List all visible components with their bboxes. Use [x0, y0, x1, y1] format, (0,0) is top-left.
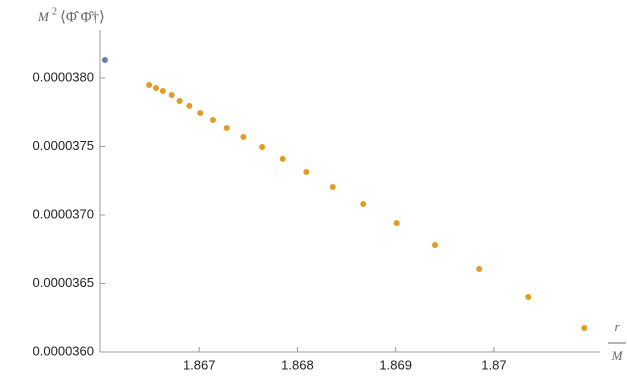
x-tick-label: 1.87	[481, 357, 506, 372]
point	[259, 144, 266, 151]
y-tick-label: 0.0000360	[33, 343, 94, 358]
x-tick-label: 1.868	[281, 357, 314, 372]
point	[168, 91, 175, 98]
point	[329, 184, 336, 191]
point	[525, 294, 532, 301]
point	[240, 134, 247, 141]
point	[279, 155, 286, 162]
point	[431, 241, 438, 248]
point	[197, 110, 204, 117]
y-label-base: M	[37, 9, 50, 24]
point	[393, 220, 400, 227]
point	[209, 117, 216, 124]
point	[360, 201, 367, 208]
point	[101, 57, 108, 64]
point	[476, 265, 483, 272]
x-tick-label: 1.869	[379, 357, 412, 372]
point	[146, 81, 153, 88]
y-tick-label: 0.0000365	[33, 275, 94, 290]
x-label-denominator: M	[611, 348, 624, 363]
x-label-numerator: r	[614, 319, 620, 334]
point	[159, 87, 166, 94]
x-tick-label: 1.867	[183, 357, 216, 372]
point	[186, 102, 193, 109]
y-label-sup: 2	[52, 6, 57, 17]
y-tick-label: 0.0000375	[33, 138, 94, 153]
y-tick-label: 0.0000380	[33, 69, 94, 84]
y-axis-label: M 2 ⟨Φ̂ Φ̂†⟩	[37, 6, 105, 25]
point	[223, 124, 230, 131]
y-label-rest: ⟨Φ̂ Φ̂†⟩	[60, 9, 105, 25]
x-axis-label: r M	[608, 319, 626, 363]
point	[581, 325, 588, 332]
point	[152, 84, 159, 91]
point	[303, 168, 310, 175]
y-tick-label: 0.0000370	[33, 206, 94, 221]
point	[176, 97, 183, 104]
